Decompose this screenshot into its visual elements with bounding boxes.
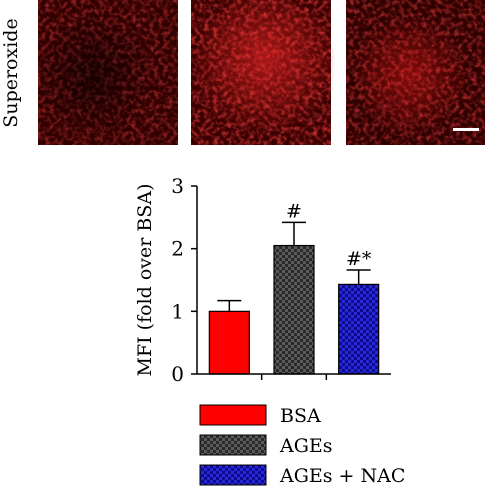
legend-label: AGEs (279, 435, 333, 457)
legend-swatch-ages-nac (199, 464, 267, 486)
significance-mark: #* (346, 248, 372, 270)
micrograph-ages (191, 0, 335, 145)
bar-bsa (208, 310, 250, 375)
significance-mark: # (286, 200, 302, 222)
error-bars (217, 221, 371, 312)
x-axis (197, 373, 391, 380)
scale-bar (453, 128, 479, 131)
bar-ages-nac (338, 283, 380, 375)
legend: BSA AGEs AGEs + NAC (199, 404, 405, 487)
legend-swatch-ages (199, 434, 267, 456)
y-axis: 0 1 2 3 (171, 174, 198, 386)
significance-annotations: # #* (286, 200, 372, 270)
y-tick-label: 1 (171, 299, 184, 323)
panel-label: Superoxide (0, 18, 22, 127)
legend-label: AGEs + NAC (279, 465, 405, 487)
bars (208, 244, 380, 375)
micrograph-ages-nac (346, 0, 485, 145)
micrograph-bsa (38, 0, 178, 145)
y-tick-label: 3 (171, 174, 184, 198)
bar-chart: MFI (fold over BSA) 0 1 2 3 # #* (134, 174, 391, 386)
y-axis-label: MFI (fold over BSA) (134, 184, 156, 377)
legend-label: BSA (280, 405, 321, 427)
y-tick-label: 0 (171, 362, 184, 386)
bar-ages (273, 244, 315, 375)
y-tick-label: 2 (171, 237, 184, 261)
legend-swatch-bsa (199, 404, 267, 426)
